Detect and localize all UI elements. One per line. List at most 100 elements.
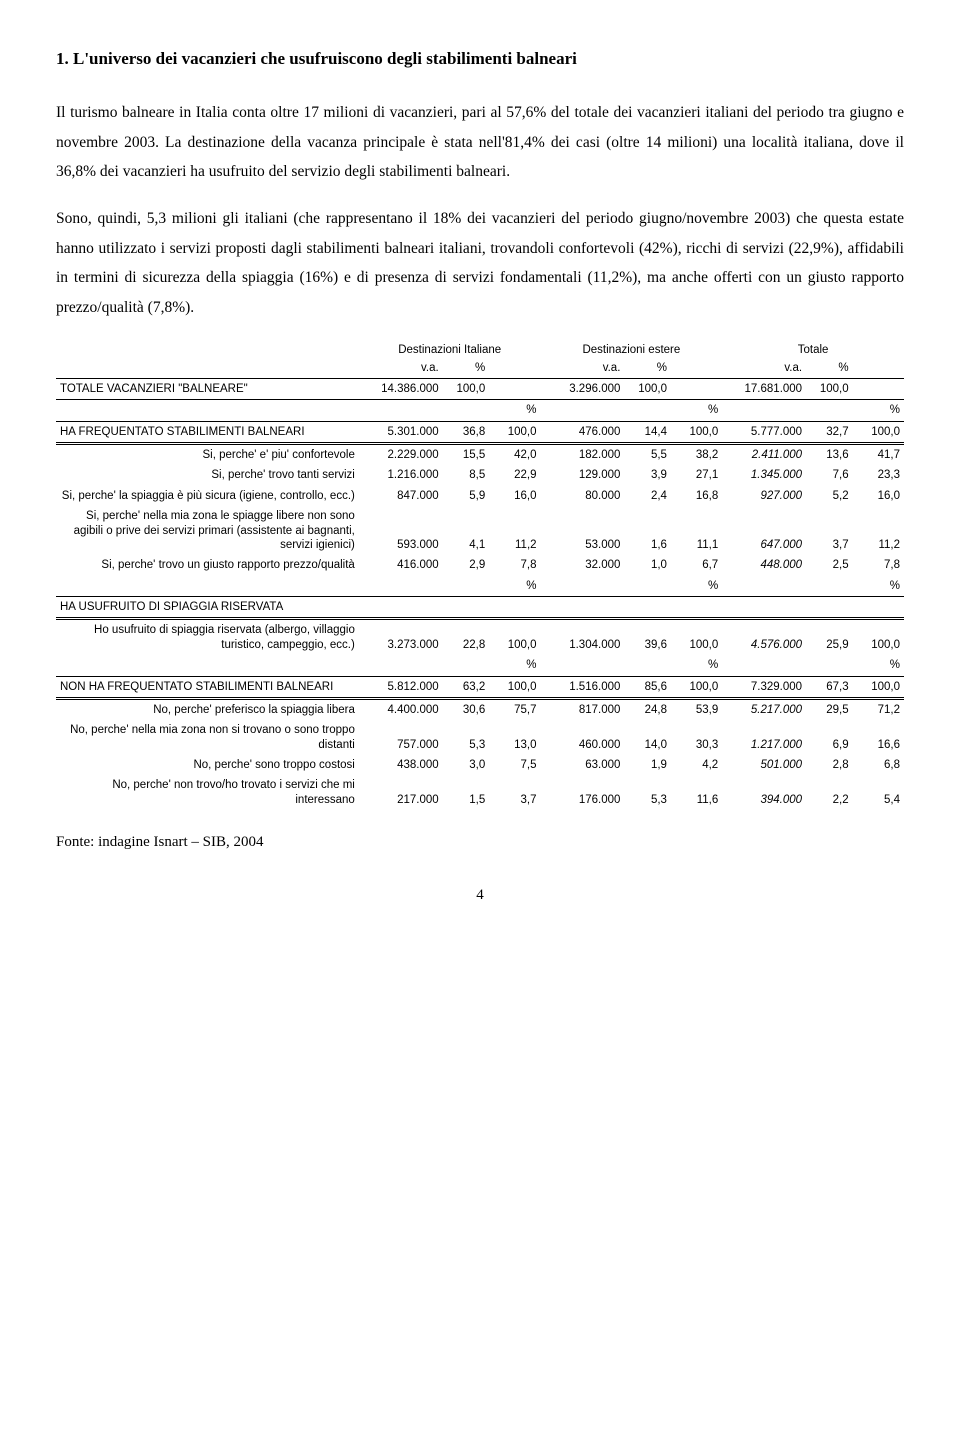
cell: 100,0 bbox=[853, 421, 904, 443]
cell: 30,6 bbox=[443, 698, 490, 720]
cell bbox=[853, 597, 904, 619]
cell bbox=[624, 576, 671, 597]
cell: 16,0 bbox=[489, 486, 540, 506]
cell: 1.516.000 bbox=[541, 676, 625, 698]
cell: 2.411.000 bbox=[722, 444, 806, 466]
col-group-estere: Destinazioni estere bbox=[541, 340, 723, 357]
cell: 14,4 bbox=[624, 421, 671, 443]
row-label: Si, perche' trovo un giusto rapporto pre… bbox=[56, 555, 359, 575]
row-label: Si, perche' la spiaggia è più sicura (ig… bbox=[56, 486, 359, 506]
cell: 1,6 bbox=[624, 506, 671, 555]
col-pct: % bbox=[806, 358, 853, 379]
cell: 4,2 bbox=[671, 755, 722, 775]
cell: % bbox=[853, 400, 904, 421]
cell: 460.000 bbox=[541, 720, 625, 755]
cell: 30,3 bbox=[671, 720, 722, 755]
cell: 13,0 bbox=[489, 720, 540, 755]
cell: 14,0 bbox=[624, 720, 671, 755]
row-label: Si, perche' trovo tanti servizi bbox=[56, 465, 359, 485]
cell bbox=[541, 655, 625, 676]
cell: 100,0 bbox=[853, 619, 904, 655]
cell: 3,9 bbox=[624, 465, 671, 485]
row-label: NON HA FREQUENTATO STABILIMENTI BALNEARI bbox=[56, 676, 359, 698]
cell: 32,7 bbox=[806, 421, 853, 443]
cell: 15,5 bbox=[443, 444, 490, 466]
cell bbox=[443, 400, 490, 421]
row-label: HA FREQUENTATO STABILIMENTI BALNEARI bbox=[56, 421, 359, 443]
cell: 16,8 bbox=[671, 486, 722, 506]
cell bbox=[722, 400, 806, 421]
cell: 36,8 bbox=[443, 421, 490, 443]
cell bbox=[722, 597, 806, 619]
cell: 100,0 bbox=[489, 676, 540, 698]
cell: 7.329.000 bbox=[722, 676, 806, 698]
cell: 42,0 bbox=[489, 444, 540, 466]
cell: 1,9 bbox=[624, 755, 671, 775]
table-row: Si, perche' trovo tanti servizi1.216.000… bbox=[56, 465, 904, 485]
col-group-italiane: Destinazioni Italiane bbox=[359, 340, 541, 357]
cell bbox=[541, 597, 625, 619]
cell: 5.301.000 bbox=[359, 421, 443, 443]
cell bbox=[359, 655, 443, 676]
table-row: TOTALE VACANZIERI "BALNEARE"14.386.00010… bbox=[56, 378, 904, 399]
cell: % bbox=[671, 655, 722, 676]
cell: 100,0 bbox=[443, 378, 490, 399]
table-row: No, perche' preferisco la spiaggia liber… bbox=[56, 698, 904, 720]
cell: 13,6 bbox=[806, 444, 853, 466]
col-va: v.a. bbox=[541, 358, 625, 379]
cell: 1.345.000 bbox=[722, 465, 806, 485]
cell: 647.000 bbox=[722, 506, 806, 555]
row-label: No, perche' non trovo/ho trovato i servi… bbox=[56, 775, 359, 810]
cell: 24,8 bbox=[624, 698, 671, 720]
cell: 5,4 bbox=[853, 775, 904, 810]
cell: 14.386.000 bbox=[359, 378, 443, 399]
cell: 7,5 bbox=[489, 755, 540, 775]
cell: 5.217.000 bbox=[722, 698, 806, 720]
page-number: 4 bbox=[56, 881, 904, 910]
table-header-sub: v.a. % v.a. % v.a. % bbox=[56, 358, 904, 379]
cell bbox=[541, 400, 625, 421]
cell bbox=[722, 576, 806, 597]
cell: 11,1 bbox=[671, 506, 722, 555]
cell: 63.000 bbox=[541, 755, 625, 775]
cell: 38,2 bbox=[671, 444, 722, 466]
cell bbox=[671, 597, 722, 619]
col-va: v.a. bbox=[722, 358, 806, 379]
cell: 100,0 bbox=[489, 619, 540, 655]
cell: 17.681.000 bbox=[722, 378, 806, 399]
cell: 593.000 bbox=[359, 506, 443, 555]
cell: 2,8 bbox=[806, 755, 853, 775]
cell: % bbox=[671, 576, 722, 597]
cell: 3,7 bbox=[489, 775, 540, 810]
cell: 11,6 bbox=[671, 775, 722, 810]
cell: 100,0 bbox=[853, 676, 904, 698]
cell: 448.000 bbox=[722, 555, 806, 575]
source-line: Fonte: indagine Isnart – SIB, 2004 bbox=[56, 828, 904, 857]
paragraph-1: Il turismo balneare in Italia conta oltr… bbox=[56, 98, 904, 186]
cell: 3,0 bbox=[443, 755, 490, 775]
cell: 80.000 bbox=[541, 486, 625, 506]
cell: 5,3 bbox=[624, 775, 671, 810]
row-label: No, perche' sono troppo costosi bbox=[56, 755, 359, 775]
cell: 176.000 bbox=[541, 775, 625, 810]
cell: % bbox=[853, 576, 904, 597]
cell: 39,6 bbox=[624, 619, 671, 655]
cell: 5.812.000 bbox=[359, 676, 443, 698]
cell: 100,0 bbox=[806, 378, 853, 399]
table-row: No, perche' nella mia zona non si trovan… bbox=[56, 720, 904, 755]
table-row: %%% bbox=[56, 576, 904, 597]
cell: 16,6 bbox=[853, 720, 904, 755]
row-label: No, perche' nella mia zona non si trovan… bbox=[56, 720, 359, 755]
table-row: No, perche' non trovo/ho trovato i servi… bbox=[56, 775, 904, 810]
cell: 1,0 bbox=[624, 555, 671, 575]
cell: 7,6 bbox=[806, 465, 853, 485]
cell: % bbox=[489, 576, 540, 597]
cell: 847.000 bbox=[359, 486, 443, 506]
row-label bbox=[56, 576, 359, 597]
row-label: Si, perche' e' piu' confortevole bbox=[56, 444, 359, 466]
cell: 7,8 bbox=[489, 555, 540, 575]
cell: % bbox=[489, 655, 540, 676]
col-pct: % bbox=[443, 358, 490, 379]
cell: % bbox=[489, 400, 540, 421]
cell: 100,0 bbox=[624, 378, 671, 399]
